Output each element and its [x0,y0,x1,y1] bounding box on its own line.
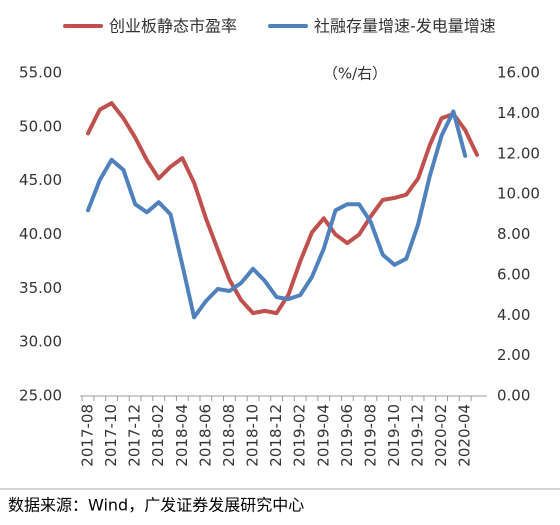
x-tick-label: 2017-12 [126,404,144,467]
x-tick-label: 2018-12 [267,404,285,467]
x-tick-label: 2018-10 [244,404,262,467]
annotation: （%/右） [323,65,387,83]
x-tick-label: 2019-02 [291,404,309,467]
x-tick-label: 2018-04 [173,404,191,467]
y2-tick-label: 12.00 [497,144,540,162]
x-tick-label: 2018-06 [196,404,214,467]
y2-tick-label: 4.00 [497,306,530,324]
y2-tick-label: 14.00 [497,104,540,122]
y-tick-label: 25.00 [19,387,62,405]
y-tick-label: 35.00 [19,279,62,297]
x-tick-label: 2019-08 [361,404,379,467]
x-tick-label: 2019-12 [409,404,427,467]
legend-label: 创业板静态市盈率 [109,17,237,36]
y2-tick-label: 0.00 [497,387,530,405]
x-tick-label: 2017-10 [102,404,120,467]
series-line [86,101,479,316]
x-tick-label: 2018-08 [220,404,238,467]
y-tick-label: 50.00 [19,117,62,135]
y2-tick-label: 2.00 [497,346,530,364]
x-tick-label: 2019-06 [338,404,356,467]
x-tick-label: 2020-02 [432,404,450,467]
x-tick-label: 2018-02 [149,404,167,467]
y2-tick-label: 6.00 [497,265,530,283]
source: 数据来源：Wind，广发证券发展研究中心 [8,496,304,515]
y-tick-label: 55.00 [19,64,62,82]
y-tick-label: 30.00 [19,333,62,351]
x-tick-label: 2019-04 [314,404,332,467]
x-tick-label: 2017-08 [79,404,97,467]
x-tick-label: 2019-10 [385,404,403,467]
y-tick-label: 40.00 [19,225,62,243]
x-tick-label: 2020-04 [456,404,474,467]
y2-tick-label: 16.00 [497,64,540,82]
legend-label: 社融存量增速-发电量增速 [314,17,496,36]
y-tick-label: 45.00 [19,171,62,189]
y2-tick-label: 8.00 [497,225,530,243]
series-line [86,109,468,320]
y2-tick-label: 10.00 [497,185,540,203]
